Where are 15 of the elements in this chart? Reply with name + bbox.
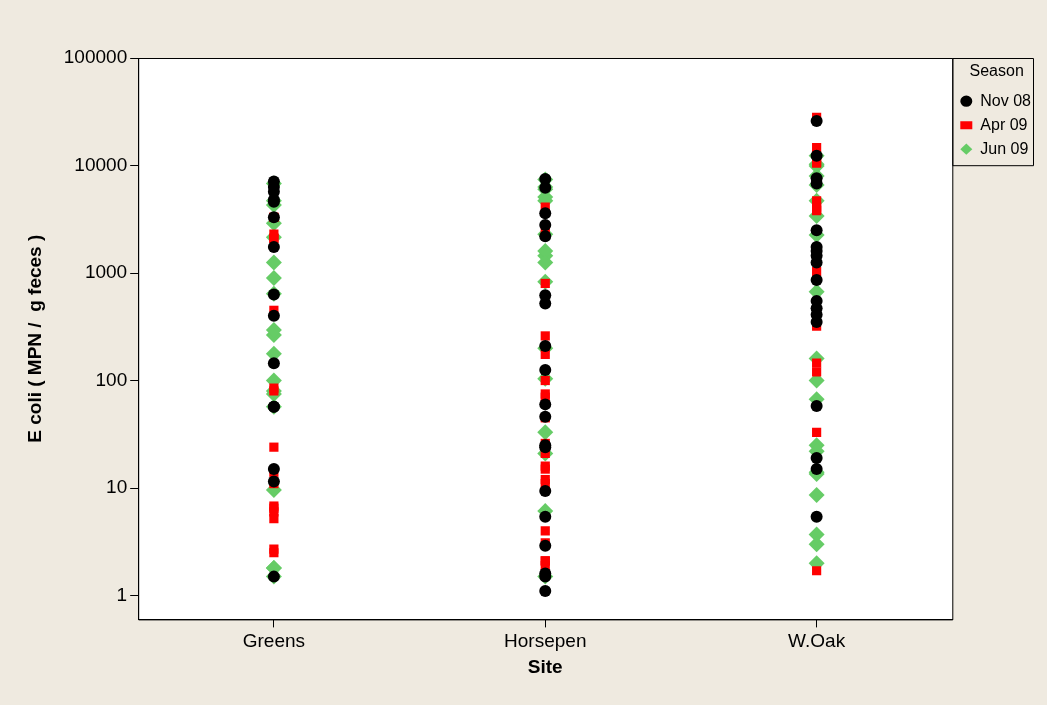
legend-title: Season bbox=[969, 62, 1024, 80]
y-tick-label: 100 bbox=[95, 368, 128, 390]
x-axis-title: Site bbox=[527, 655, 563, 677]
x-tick-label: Greens bbox=[242, 630, 306, 652]
y-tick-label: 1000 bbox=[84, 261, 128, 283]
legend-label: Jun 09 bbox=[980, 139, 1029, 157]
y-tick-label: 1 bbox=[116, 583, 128, 605]
y-tick-label: 10 bbox=[106, 476, 128, 498]
x-tick-label: Horsepen bbox=[504, 630, 587, 652]
legend-label: Nov 08 bbox=[980, 91, 1032, 109]
y-axis-title: E coli ( MPN / g feces ) bbox=[23, 234, 45, 443]
y-tick-label: 10000 bbox=[74, 153, 128, 175]
y-tick-label: 100000 bbox=[63, 46, 128, 68]
legend-label: Apr 09 bbox=[980, 115, 1028, 133]
x-tick-label: W.Oak bbox=[788, 630, 846, 652]
